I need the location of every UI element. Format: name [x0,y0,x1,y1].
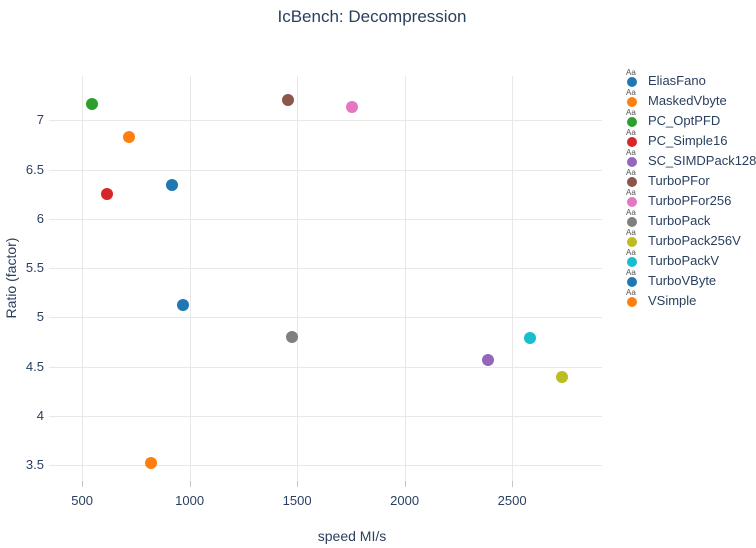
data-point-TurboPFor[interactable] [282,93,295,106]
x-tick-mark [404,481,406,487]
legend-item-TurboPackV[interactable]: Aa TurboPackV [626,248,754,270]
legend-sample-text: Aa [626,208,636,217]
x-gridline [512,76,514,481]
y-tick-label: 6.5 [25,161,44,177]
data-point-TurboPackV[interactable] [524,332,537,345]
y-gridline [49,416,602,417]
data-point-SC_SIMDPack128[interactable] [481,353,494,366]
legend-sample-text: Aa [626,128,636,137]
x-tick-mark [512,481,514,487]
x-tick-mark [82,481,84,487]
data-point-PC_Simple16[interactable] [101,188,114,201]
data-point-MaskedVbyte[interactable] [123,131,136,144]
legend-item-PC_OptPFD[interactable]: Aa PC_OptPFD [626,108,754,130]
x-tick-label: 2500 [497,493,527,508]
legend-item-label: MaskedVbyte [648,93,727,108]
legend-item-label: TurboPack [648,213,711,228]
legend-item-TurboVByte[interactable]: Aa TurboVByte [626,268,754,290]
legend-item-label: PC_Simple16 [648,133,728,148]
legend-item-label: EliasFano [648,73,706,88]
y-tick-label: 7 [36,112,44,128]
legend-marker-icon [627,97,637,107]
legend-item-TurboPFor[interactable]: Aa TurboPFor [626,168,754,190]
legend-item-label: VSimple [648,293,697,308]
legend-item-TurboPack[interactable]: Aa TurboPack [626,208,754,230]
legend-marker-icon [627,197,637,207]
y-gridline [49,268,602,270]
legend-item-label: TurboPackV [648,253,720,268]
legend-marker-icon [627,77,637,87]
x-gridline [189,76,191,481]
legend-sample-text: Aa [626,288,636,297]
x-gridline [82,76,84,481]
y-tick-label: 4 [36,408,44,423]
data-point-TurboVByte[interactable] [177,298,190,311]
legend-marker-icon [627,137,637,147]
legend-sample-text: Aa [626,148,636,157]
x-tick-mark [189,481,191,487]
x-tick-mark [297,481,299,487]
y-gridline [49,465,602,467]
x-axis-title: speed MI/s [317,528,387,544]
y-tick-label: 5 [36,309,44,325]
data-point-TurboPack[interactable] [286,331,298,344]
legend-item-label: TurboPack256V [648,233,741,248]
x-tick-label: 500 [71,493,93,508]
legend-sample-text: Aa [626,108,636,117]
legend-marker-icon [627,177,637,187]
x-tick-label: 1500 [282,493,312,508]
legend-item-label: TurboVByte [648,273,717,288]
legend-sample-text: Aa [626,168,636,177]
legend-marker-icon [627,277,637,287]
legend-item-label: PC_OptPFD [648,113,721,128]
legend-item-label: TurboPFor256 [648,193,732,208]
y-gridline [49,366,602,368]
y-tick-label: 6 [36,210,44,226]
legend-item-label: TurboPFor [648,173,710,188]
legend-item-TurboPFor256[interactable]: Aa TurboPFor256 [626,188,754,210]
legend-sample-text: Aa [626,88,636,97]
legend-sample-text: Aa [626,248,636,257]
legend-item-label: SC_SIMDPack128 [648,153,756,168]
data-point-VSimple[interactable] [144,457,157,470]
x-gridline [404,76,406,481]
legend-marker-icon [627,157,637,167]
legend-item-SC_SIMDPack128[interactable]: Aa SC_SIMDPack128 [626,148,756,170]
data-point-PC_OptPFD[interactable] [85,97,98,110]
legend-marker-icon [627,117,637,127]
data-point-EliasFano[interactable] [166,179,179,192]
y-tick-label: 3.5 [25,457,44,473]
y-axis-title: Ratio (factor) [3,237,19,319]
y-gridline [49,169,602,171]
legend-sample-text: Aa [626,228,636,237]
data-point-TurboPack256V[interactable] [555,370,568,383]
legend-sample-text: Aa [626,68,636,77]
legend-item-PC_Simple16[interactable]: Aa PC_Simple16 [626,128,754,150]
legend-marker-icon [627,297,637,307]
plot-area[interactable] [49,76,602,487]
y-tick-label: 5.5 [25,260,44,276]
y-gridline [49,120,602,122]
x-tick-label: 2000 [390,493,420,508]
y-tick-label: 4.5 [25,358,44,374]
legend-marker-icon [627,257,637,267]
legend-marker-icon [627,217,637,227]
y-gridline [49,317,602,319]
x-tick-label: 1000 [175,493,205,508]
legend-marker-icon [627,237,637,247]
y-gridline [49,218,602,220]
legend-item-EliasFano[interactable]: Aa EliasFano [626,68,754,90]
data-point-TurboPFor256[interactable] [345,100,358,113]
legend-sample-text: Aa [626,268,636,277]
legend-item-TurboPack256V[interactable]: Aa TurboPack256V [626,228,754,250]
x-gridline [297,76,299,481]
legend-sample-text: Aa [626,188,636,197]
legend-item-VSimple[interactable]: Aa VSimple [626,288,754,310]
legend-item-MaskedVbyte[interactable]: Aa MaskedVbyte [626,88,754,110]
chart-title: IcBench: Decompression [277,7,467,26]
